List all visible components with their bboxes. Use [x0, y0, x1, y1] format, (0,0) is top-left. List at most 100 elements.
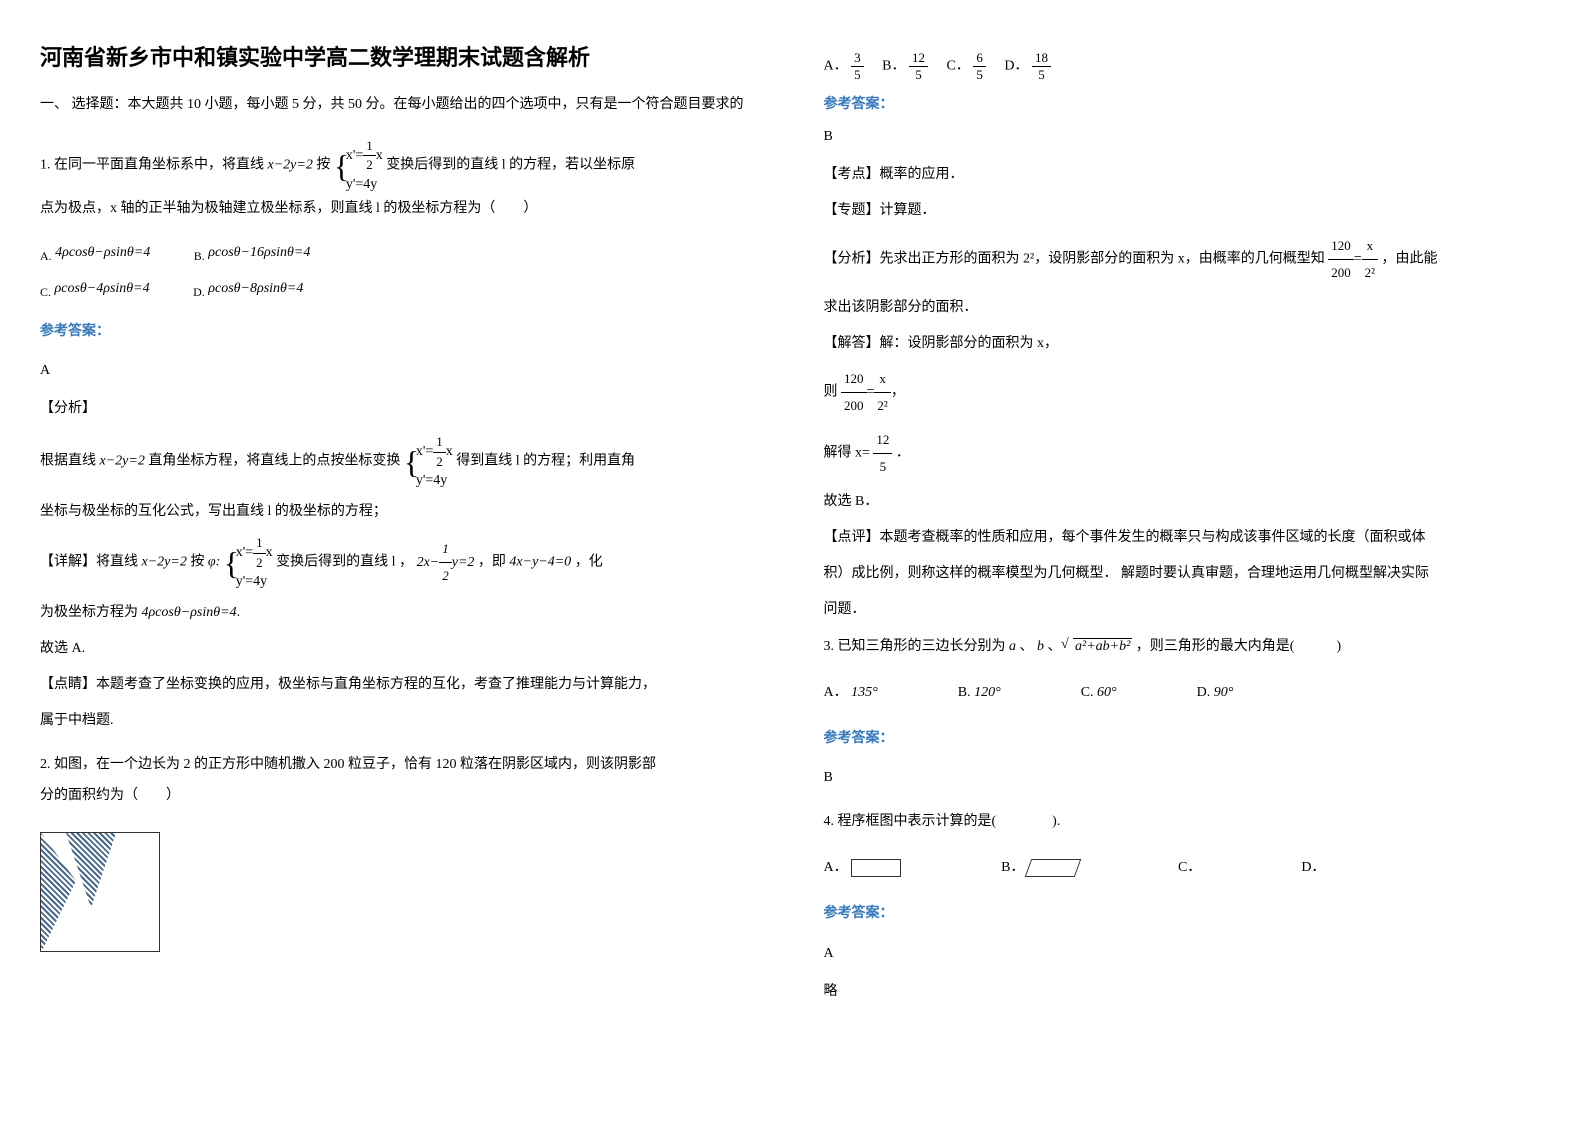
sqrt-content: a²+ab+b² [1073, 638, 1132, 654]
q1-prefix: 1. 在同一平面直角坐标系中，将直线 [40, 158, 268, 173]
q2-optD: D． 185 [1004, 50, 1051, 83]
q3-sqrt: a²+ab+b² [1065, 632, 1132, 663]
frac-num: 1 [363, 137, 376, 156]
q1-analysis-tag: 【分析】 [40, 395, 764, 423]
q1-t-line2b: y'=4y [416, 471, 453, 491]
opt-val: ρcosθ−16ρsinθ=4 [208, 245, 310, 260]
end: ， [891, 385, 905, 400]
question-4: 4. 程序框图中表示计算的是( ). A． B． C． D． 参考答案： [824, 807, 1548, 1005]
q1-t-line1b: x'= [416, 444, 433, 459]
q3-optD: D. 90° [1197, 678, 1234, 709]
frac-num: 1 [433, 433, 446, 452]
frac: 120200 [1328, 233, 1354, 286]
q2-optB: B． 125 [882, 50, 928, 83]
q3-optC: C. 60° [1081, 678, 1117, 709]
q1-detail-mid2: 变换后得到的直线 l ， [276, 555, 413, 570]
rectangle-icon [851, 859, 901, 877]
q1-text: 1. 在同一平面直角坐标系中，将直线 x−2y=2 按 x'=12x y'=4y… [40, 137, 764, 194]
q4-text: 4. 程序框图中表示计算的是( ). [824, 807, 1548, 838]
q1-t-suffixc: x [266, 545, 273, 560]
frac-num: 12 [909, 50, 928, 67]
opt-val: ρcosθ−4ρsinθ=4 [55, 281, 150, 296]
frac: 120200 [841, 366, 867, 419]
q1-t-suffix: x [376, 148, 383, 163]
opt-label: A． [824, 860, 848, 875]
result-suffix: ． [896, 446, 910, 461]
q1-t-line1c: x'= [236, 545, 253, 560]
opt-label: D． [1004, 59, 1028, 74]
q1-detail-phi: φ: [208, 555, 220, 570]
opt-val: 60° [1097, 685, 1117, 700]
frac-den: 2 [439, 563, 452, 589]
opt-label: A． [824, 685, 848, 700]
q1-detail-result: 4ρcosθ−ρsinθ=4 [142, 605, 237, 620]
q4-optB: B． [1001, 853, 1078, 884]
q1-detail-mid3: ，即 [478, 555, 506, 570]
q1-comment-p2: 属于中档题. [40, 707, 764, 735]
q1-optC: C. ρcosθ−4ρsinθ=4 [40, 271, 150, 307]
opt-label: C． [946, 59, 969, 74]
q2-options: A． 35 B． 125 C． 65 D． 185 [824, 50, 1548, 83]
f2-frac: 12 [439, 536, 452, 589]
frac-num: x [874, 366, 890, 393]
opt-label: C. [40, 285, 51, 299]
q2-answer: B [824, 123, 1548, 151]
frac-num: 1 [439, 536, 452, 563]
eq: = [867, 385, 875, 400]
frac-num: 6 [973, 50, 986, 67]
frac-num: 3 [851, 50, 864, 67]
q4-options: A． B． C． D． [824, 853, 1548, 884]
q3-text: 3. 已知三角形的三边长分别为 a 、 b 、 a²+ab+b² ，则三角形的最… [824, 632, 1548, 663]
q3-a: a [1009, 639, 1016, 654]
sep: 、 [1048, 639, 1062, 654]
q2-solve-prefix: 则 [824, 385, 838, 400]
frac: x2² [1362, 233, 1378, 286]
q3-optB: B. 120° [958, 678, 1001, 709]
sep: 、 [1020, 639, 1034, 654]
frac-num: 120 [1328, 233, 1354, 260]
q2-answer-label: 参考答案： [824, 93, 1548, 113]
q1-mid1: 按 [316, 158, 330, 173]
f2-prefix: 2x− [417, 555, 440, 570]
frac: 125 [909, 50, 928, 83]
opt-val: 135° [851, 685, 878, 700]
opt-label: B． [1001, 860, 1024, 875]
q1-answer-label: 参考答案： [40, 317, 764, 348]
q1-answer: A [40, 357, 764, 385]
q1-detail-mid1: 按 [190, 555, 204, 570]
q2-comment3: 问题． [824, 596, 1548, 624]
q1-detail-tag: 【详解】将直线 [40, 555, 142, 570]
question-1: 1. 在同一平面直角坐标系中，将直线 x−2y=2 按 x'=12x y'=4y… [40, 137, 764, 735]
frac-den: 2 [433, 453, 446, 471]
q2-tag3-suffix: ，由此能 [1382, 252, 1438, 267]
opt-label: D． [1301, 860, 1325, 875]
q2-solve-result: 解得 x= 125 ． [824, 427, 1548, 480]
opt-label: C． [1178, 860, 1201, 875]
q2-select: 故选 B． [824, 488, 1548, 516]
opt-label: B. [958, 685, 971, 700]
frac: 185 [1032, 50, 1051, 83]
q1-optD: D. ρcosθ−8ρsinθ=4 [193, 271, 303, 307]
frac: 65 [973, 50, 986, 83]
frac-den: 5 [973, 67, 986, 83]
frac: 35 [851, 50, 864, 83]
q1-mid2: 变换后得到的直线 l 的方程，若以坐标原 [386, 158, 635, 173]
q4-note: 略 [824, 978, 1548, 1006]
q2-optA: A． 35 [824, 50, 864, 83]
q4-optD: D． [1301, 853, 1325, 884]
opt-label: C. [1081, 685, 1094, 700]
q3-answer: B [824, 764, 1548, 792]
frac-num: 1 [253, 534, 266, 553]
q1-t-line2: y'=4y [346, 175, 383, 195]
q3-prefix: 3. 已知三角形的三边长分别为 [824, 639, 1006, 654]
opt-val: 90° [1214, 685, 1234, 700]
q1-detail: 【详解】将直线 x−2y=2 按 φ: x'=12x y'=4y 变换后得到的直… [40, 534, 764, 591]
frac-den: 200 [1328, 260, 1354, 286]
q1-t-suffixb: x [446, 444, 453, 459]
opt-val: ρcosθ−8ρsinθ=4 [208, 281, 303, 296]
question-2: 2. 如图，在一个边长为 2 的正方形中随机撒入 200 粒豆子，恰有 120 … [40, 750, 764, 952]
frac-den: 5 [909, 67, 928, 83]
question-3: 3. 已知三角形的三边长分别为 a 、 b 、 a²+ab+b² ，则三角形的最… [824, 632, 1548, 792]
q4-answer: A [824, 940, 1548, 968]
q4-answer-label: 参考答案： [824, 899, 1548, 930]
